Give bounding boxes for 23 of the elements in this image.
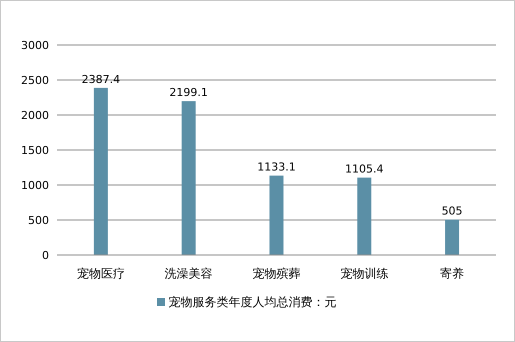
y-tick-label: 2000: [21, 108, 49, 122]
x-tick-label: 宠物训练: [340, 266, 388, 281]
bar: [182, 101, 196, 255]
bar: [445, 220, 460, 255]
bar: [94, 88, 108, 255]
bar: [357, 178, 372, 255]
data-label: 2199.1: [169, 86, 208, 100]
y-tick-label: 1000: [21, 178, 49, 192]
bar: [269, 176, 284, 255]
data-label: 1105.4: [345, 162, 384, 176]
x-tick-label: 宠物医疗: [76, 266, 125, 281]
y-tick-label: 0: [42, 248, 49, 262]
data-label: 1133.1: [257, 160, 296, 174]
data-label: 505: [442, 204, 463, 218]
legend-label: 宠物服务类年度人均总消费：元: [168, 295, 336, 309]
y-tick-label: 3000: [21, 38, 49, 52]
data-label: 2387.4: [82, 72, 120, 86]
x-tick-label: 洗澡美容: [164, 266, 213, 281]
y-tick-label: 2500: [21, 74, 49, 87]
x-tick-label: 寄养: [440, 266, 464, 281]
y-tick-label: 1500: [21, 144, 49, 157]
x-tick-label: 宠物殡葬: [252, 266, 300, 281]
y-tick-label: 500: [28, 214, 49, 227]
